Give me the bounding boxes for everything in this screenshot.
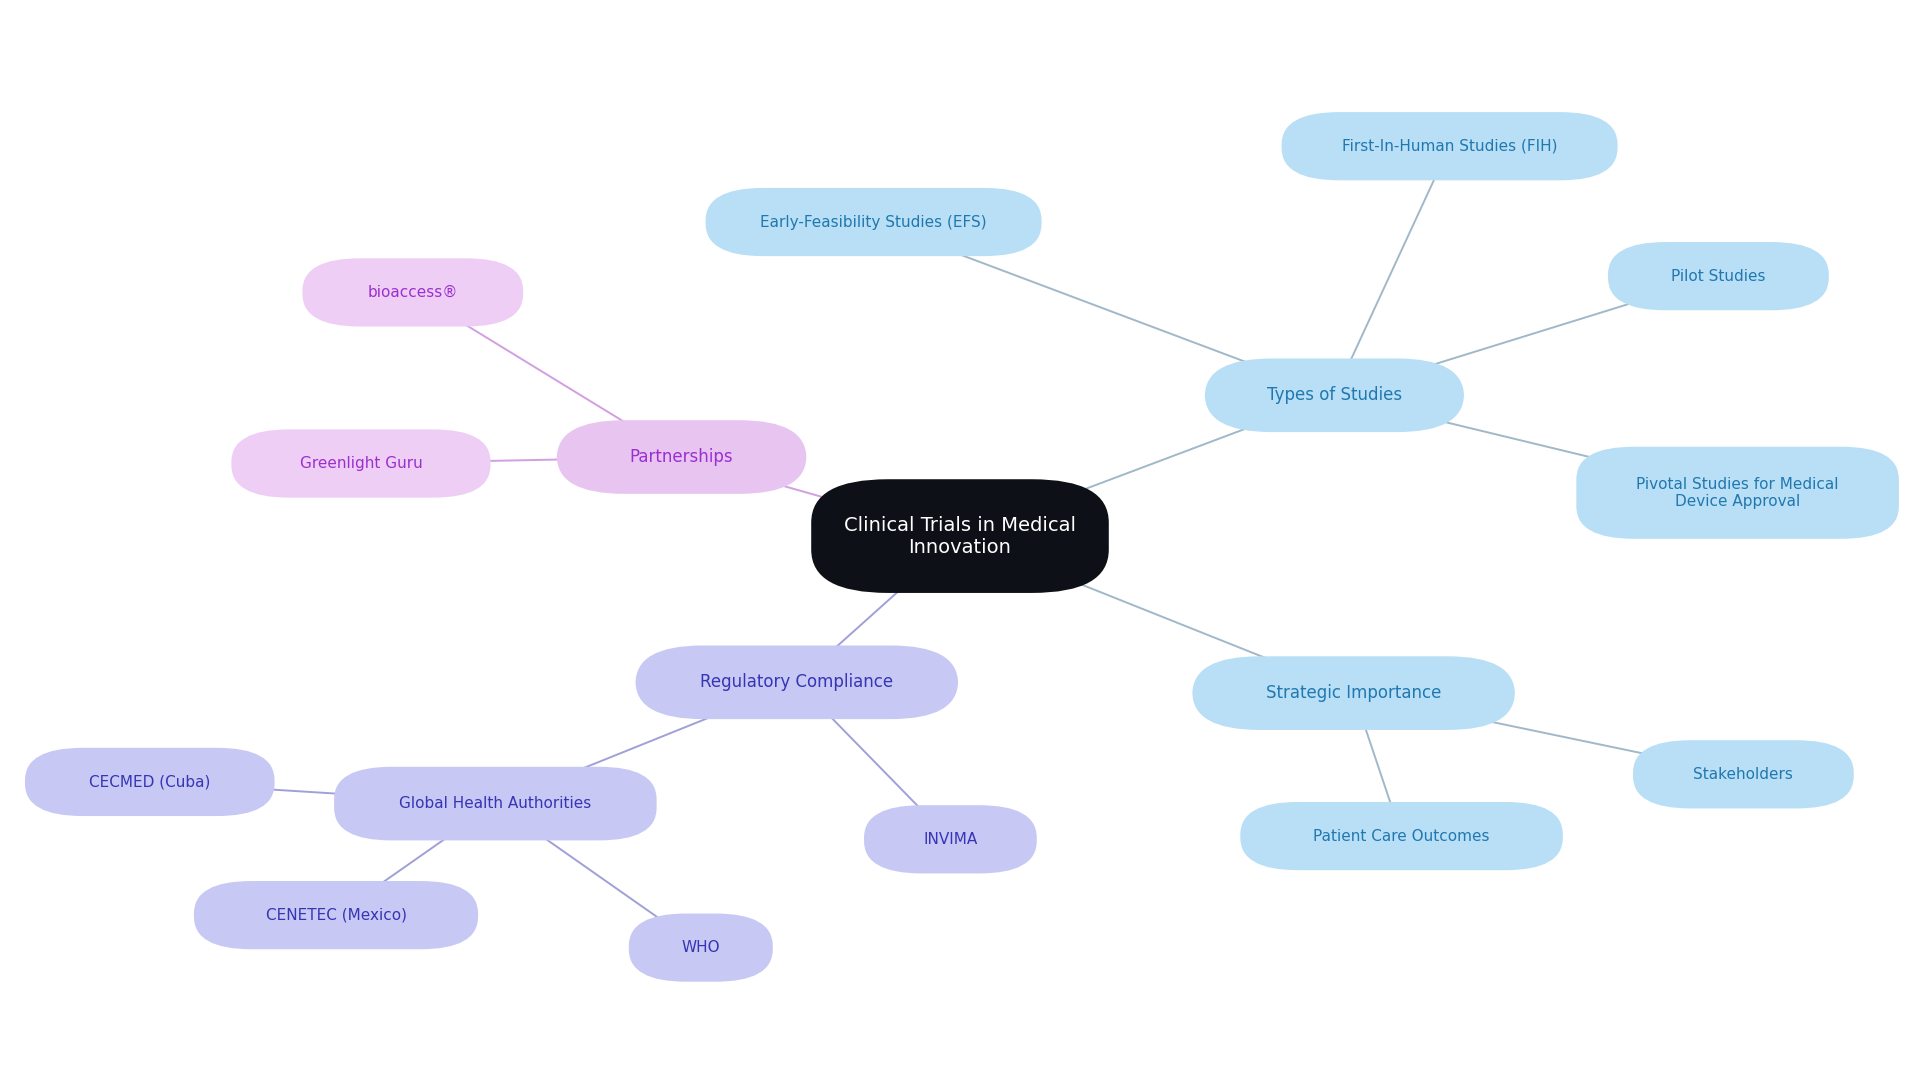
Text: Early-Feasibility Studies (EFS): Early-Feasibility Studies (EFS) — [760, 214, 987, 230]
Text: Stakeholders: Stakeholders — [1693, 767, 1793, 782]
Text: WHO: WHO — [682, 940, 720, 955]
Text: Pivotal Studies for Medical
Device Approval: Pivotal Studies for Medical Device Appro… — [1636, 477, 1839, 509]
FancyBboxPatch shape — [1576, 446, 1899, 538]
FancyBboxPatch shape — [1206, 358, 1463, 432]
FancyBboxPatch shape — [630, 914, 772, 981]
Text: Patient Care Outcomes: Patient Care Outcomes — [1313, 828, 1490, 844]
Text: Partnerships: Partnerships — [630, 448, 733, 466]
FancyBboxPatch shape — [334, 767, 657, 840]
FancyBboxPatch shape — [301, 258, 522, 327]
FancyBboxPatch shape — [230, 430, 492, 498]
Text: Clinical Trials in Medical
Innovation: Clinical Trials in Medical Innovation — [845, 516, 1075, 557]
Text: CENETEC (Mexico): CENETEC (Mexico) — [265, 908, 407, 923]
Text: Global Health Authorities: Global Health Authorities — [399, 796, 591, 811]
FancyBboxPatch shape — [25, 748, 275, 817]
Text: Greenlight Guru: Greenlight Guru — [300, 456, 422, 471]
FancyBboxPatch shape — [1240, 801, 1563, 871]
FancyBboxPatch shape — [1192, 656, 1515, 730]
Text: First-In-Human Studies (FIH): First-In-Human Studies (FIH) — [1342, 139, 1557, 154]
FancyBboxPatch shape — [1609, 243, 1828, 310]
Text: Strategic Importance: Strategic Importance — [1265, 684, 1442, 702]
FancyBboxPatch shape — [557, 420, 806, 494]
FancyBboxPatch shape — [864, 806, 1037, 873]
Text: Types of Studies: Types of Studies — [1267, 387, 1402, 404]
FancyBboxPatch shape — [1632, 741, 1855, 808]
FancyBboxPatch shape — [707, 188, 1041, 256]
Text: Regulatory Compliance: Regulatory Compliance — [701, 674, 893, 691]
Text: Pilot Studies: Pilot Studies — [1670, 269, 1766, 284]
FancyBboxPatch shape — [194, 882, 478, 949]
Text: INVIMA: INVIMA — [924, 832, 977, 847]
Text: bioaccess®: bioaccess® — [367, 285, 459, 300]
FancyBboxPatch shape — [810, 479, 1110, 593]
FancyBboxPatch shape — [636, 645, 958, 719]
Text: CECMED (Cuba): CECMED (Cuba) — [88, 774, 211, 790]
FancyBboxPatch shape — [1283, 112, 1617, 180]
